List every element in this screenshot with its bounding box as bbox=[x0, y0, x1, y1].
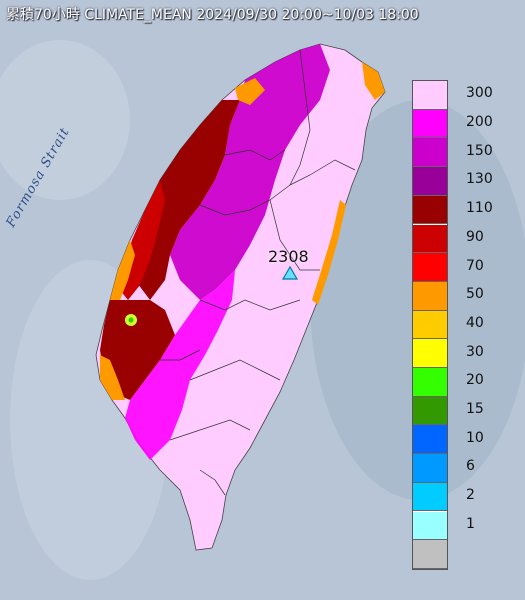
zone-darkred-west bbox=[135, 100, 240, 300]
legend-label: 50 bbox=[466, 286, 484, 303]
zone-orange-ne bbox=[362, 62, 385, 100]
legend-swatch bbox=[413, 454, 447, 483]
legend-label: 40 bbox=[466, 314, 484, 331]
zone-orange-nw bbox=[235, 78, 265, 105]
legend-swatch bbox=[413, 396, 447, 426]
legend-swatch bbox=[413, 540, 447, 569]
station-marker-icon[interactable] bbox=[281, 265, 299, 280]
legend-label: 6 bbox=[466, 458, 475, 475]
legend-swatch bbox=[413, 81, 447, 110]
legend-label: 70 bbox=[466, 257, 484, 274]
legend-label: 200 bbox=[466, 114, 493, 131]
legend-swatch bbox=[413, 224, 447, 254]
legend-label: 1 bbox=[466, 515, 475, 532]
legend-label: 20 bbox=[466, 372, 484, 389]
legend-label: 30 bbox=[466, 343, 484, 360]
zone-purple-north bbox=[170, 44, 330, 300]
legend-label: 2 bbox=[466, 487, 475, 504]
legend-swatch bbox=[413, 167, 447, 196]
zone-darkred-south bbox=[100, 300, 175, 400]
legend-label: 15 bbox=[466, 401, 484, 418]
legend-swatch bbox=[413, 482, 447, 512]
legend-label: 90 bbox=[466, 228, 484, 245]
color-legend bbox=[412, 80, 448, 570]
county-boundaries bbox=[160, 49, 356, 496]
zone-red-west bbox=[120, 180, 165, 300]
legend-label: 130 bbox=[466, 171, 493, 188]
legend-swatch bbox=[413, 281, 447, 311]
map-title: 累積70小時 CLIMATE_MEAN 2024/09/30 20:00~10/… bbox=[6, 7, 419, 23]
legend-swatch bbox=[413, 109, 447, 139]
legend-swatch bbox=[413, 339, 447, 368]
zone-magenta-mid bbox=[125, 270, 235, 460]
legend-swatch bbox=[413, 425, 447, 455]
legend-swatch bbox=[413, 310, 447, 340]
station-label: 2308 bbox=[268, 247, 309, 266]
legend-label: 300 bbox=[466, 85, 493, 102]
legend-label: 10 bbox=[466, 429, 484, 446]
zone-orange-coast bbox=[110, 240, 135, 305]
zone-orange-east bbox=[312, 200, 346, 305]
zone-highlight-core bbox=[128, 317, 134, 323]
legend-swatch bbox=[413, 253, 447, 282]
zone-orange-sw bbox=[100, 355, 125, 400]
legend-swatch bbox=[413, 138, 447, 168]
legend-label: 110 bbox=[466, 200, 493, 217]
legend-label: 150 bbox=[466, 142, 493, 159]
legend-swatch bbox=[413, 368, 447, 397]
legend-swatch bbox=[413, 511, 447, 541]
legend-swatch bbox=[413, 195, 447, 225]
